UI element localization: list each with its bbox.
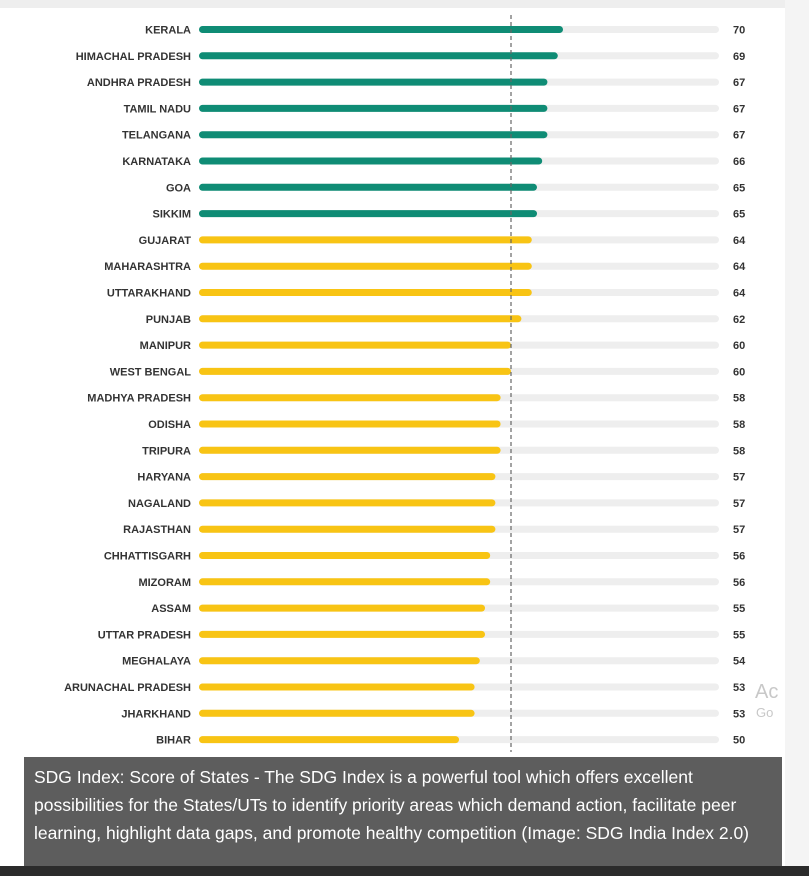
category-label: ODISHA — [148, 419, 191, 431]
bar — [199, 446, 501, 454]
value-label: 57 — [733, 498, 745, 510]
bar — [199, 131, 548, 139]
category-label: GOA — [166, 182, 191, 194]
bar — [199, 578, 491, 586]
bar — [199, 157, 543, 165]
bar — [199, 683, 475, 691]
category-label: UTTAR PRADESH — [98, 629, 191, 641]
bar — [199, 236, 532, 244]
value-label: 69 — [733, 51, 745, 63]
value-label: 65 — [733, 182, 745, 194]
watermark-line-2: Go — [756, 705, 774, 720]
value-label: 62 — [733, 314, 745, 326]
value-label: 64 — [733, 261, 746, 273]
value-label: 67 — [733, 77, 745, 89]
activate-watermark: Ac Go — [755, 682, 778, 719]
category-label: ANDHRA PRADESH — [87, 77, 191, 89]
value-label: 67 — [733, 103, 745, 115]
bar — [199, 657, 480, 665]
category-label: KERALA — [145, 25, 191, 37]
category-label: ARUNACHAL PRADESH — [64, 682, 191, 694]
value-label: 64 — [733, 235, 746, 247]
value-label: 55 — [733, 629, 745, 641]
value-label: 60 — [733, 340, 745, 352]
value-label: 58 — [733, 445, 745, 457]
value-label: 56 — [733, 577, 745, 589]
image-caption: SDG Index: Score of States - The SDG Ind… — [24, 757, 782, 876]
bar — [199, 210, 537, 218]
value-label: 58 — [733, 419, 745, 431]
page-right-margin — [785, 0, 809, 876]
category-label: RAJASTHAN — [123, 524, 191, 536]
value-label: 70 — [733, 25, 745, 37]
value-label: 54 — [733, 656, 746, 668]
bar — [199, 473, 496, 481]
value-label: 55 — [733, 603, 745, 615]
category-label: TELANGANA — [122, 130, 191, 142]
bar — [199, 367, 511, 375]
category-label: MADHYA PRADESH — [87, 393, 191, 405]
value-label: 56 — [733, 551, 745, 563]
category-label: SIKKIM — [153, 209, 192, 221]
bar — [199, 26, 563, 33]
value-label: 65 — [733, 209, 745, 221]
value-label: 66 — [733, 156, 745, 168]
category-label: ASSAM — [151, 603, 191, 615]
category-label: CHHATTISGARH — [104, 551, 191, 563]
bar — [199, 709, 475, 717]
bar — [199, 341, 511, 349]
bar — [199, 262, 532, 270]
category-label: UTTARAKHAND — [107, 288, 191, 300]
category-label: MIZORAM — [138, 577, 191, 589]
bar — [199, 499, 496, 507]
category-label: MEGHALAYA — [122, 656, 191, 668]
bar — [199, 604, 485, 612]
value-label: 60 — [733, 366, 745, 378]
bar — [199, 289, 532, 296]
bar — [199, 104, 548, 112]
bar — [199, 736, 459, 744]
watermark-line-1: Ac — [755, 681, 779, 703]
bar — [199, 525, 496, 533]
category-label: MANIPUR — [140, 340, 191, 352]
bar — [199, 78, 548, 86]
bar — [199, 630, 485, 638]
bar — [199, 52, 558, 60]
value-label: 57 — [733, 472, 745, 484]
value-label: 67 — [733, 130, 745, 142]
value-label: 64 — [733, 288, 746, 300]
value-label: 50 — [733, 735, 745, 747]
value-label: 57 — [733, 524, 745, 536]
value-label: 58 — [733, 393, 745, 405]
category-label: TRIPURA — [142, 445, 191, 457]
category-label: WEST BENGAL — [110, 366, 192, 378]
top-edge — [0, 0, 809, 8]
value-label: 53 — [733, 682, 745, 694]
category-label: NAGALAND — [128, 498, 191, 510]
category-label: JHARKHAND — [121, 708, 191, 720]
category-label: MAHARASHTRA — [104, 261, 191, 273]
category-label: BIHAR — [156, 735, 191, 747]
category-label: HARYANA — [137, 472, 191, 484]
category-label: KARNATAKA — [122, 156, 191, 168]
bottom-strip — [0, 866, 809, 876]
bar — [199, 394, 501, 402]
bar — [199, 420, 501, 428]
bar — [199, 552, 491, 559]
value-label: 53 — [733, 708, 745, 720]
category-label: HIMACHAL PRADESH — [76, 51, 191, 63]
category-label: TAMIL NADU — [124, 103, 191, 115]
bar — [199, 183, 537, 191]
bar — [199, 315, 522, 323]
category-label: PUNJAB — [146, 314, 191, 326]
sdg-bar-chart: KERALA 70 HIMACHAL PRADESH 69 ANDHRA PRADESH… — [64, 15, 746, 752]
category-label: GUJARAT — [139, 235, 192, 247]
